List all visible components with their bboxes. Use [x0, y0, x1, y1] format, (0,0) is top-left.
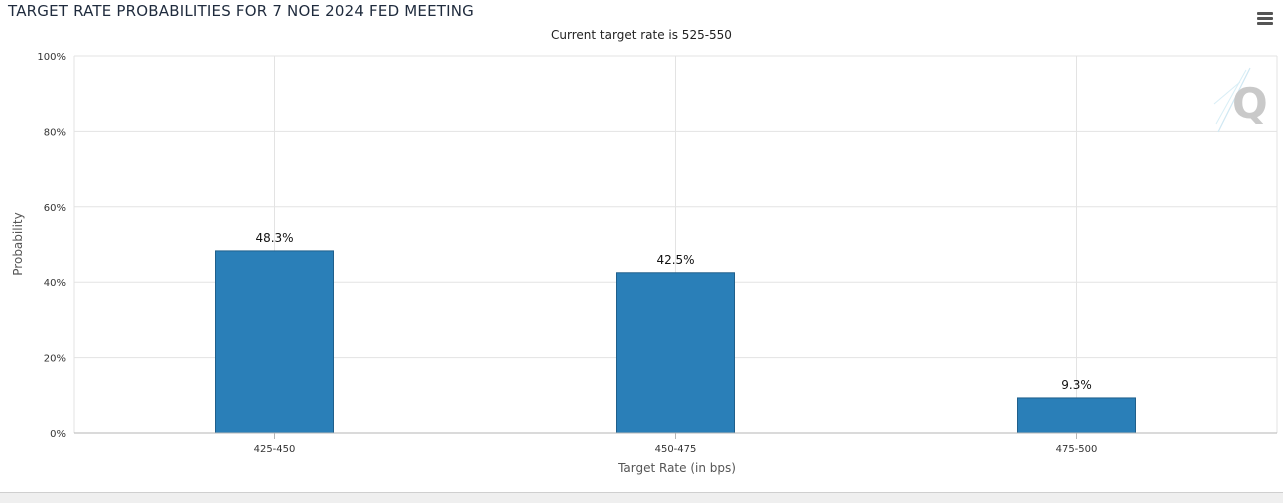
- y-tick-label: 80%: [44, 127, 66, 138]
- bottom-scrollbar: [0, 492, 1283, 503]
- y-tick-label: 40%: [44, 278, 66, 289]
- y-axis-title: Probability: [11, 212, 25, 275]
- y-tick-label: 20%: [44, 354, 66, 365]
- axes-layer: 0% 20% 40% 60% 80% 100% 425-450 450-475 475-500: [37, 52, 1277, 455]
- svg-text:Q: Q: [1232, 79, 1268, 128]
- y-tick-label: 100%: [37, 52, 66, 63]
- y-tick-label: 60%: [44, 203, 66, 214]
- x-tick-label: 450-475: [655, 444, 697, 455]
- bars-layer: [215, 250, 1136, 434]
- chart-title: TARGET RATE PROBABILITIES FOR 7 NOE 2024…: [8, 2, 475, 20]
- x-tick-label: 475-500: [1056, 444, 1098, 455]
- labels-layer: 48.3% 42.5% 9.3%: [255, 231, 1091, 392]
- x-tick-label: 425-450: [254, 444, 296, 455]
- bar-425-450[interactable]: [215, 250, 334, 434]
- y-tick-label: 0%: [50, 429, 66, 440]
- bar-chart: Q 48.3% 42.5% 9.3% 0% 20% 40% 60% 80% 100% 425-4…: [11, 52, 1278, 475]
- chart-subtitle: Current target rate is 525-550: [551, 28, 732, 42]
- data-label: 42.5%: [656, 253, 694, 267]
- x-axis-title: Target Rate (in bps): [617, 461, 736, 475]
- q-logo-icon: Q: [1213, 67, 1268, 133]
- bar-450-475[interactable]: [616, 272, 735, 434]
- hamburger-menu-icon[interactable]: [1256, 12, 1274, 26]
- bar-475-500[interactable]: [1017, 397, 1136, 434]
- data-label: 48.3%: [255, 231, 293, 245]
- data-label: 9.3%: [1061, 378, 1092, 392]
